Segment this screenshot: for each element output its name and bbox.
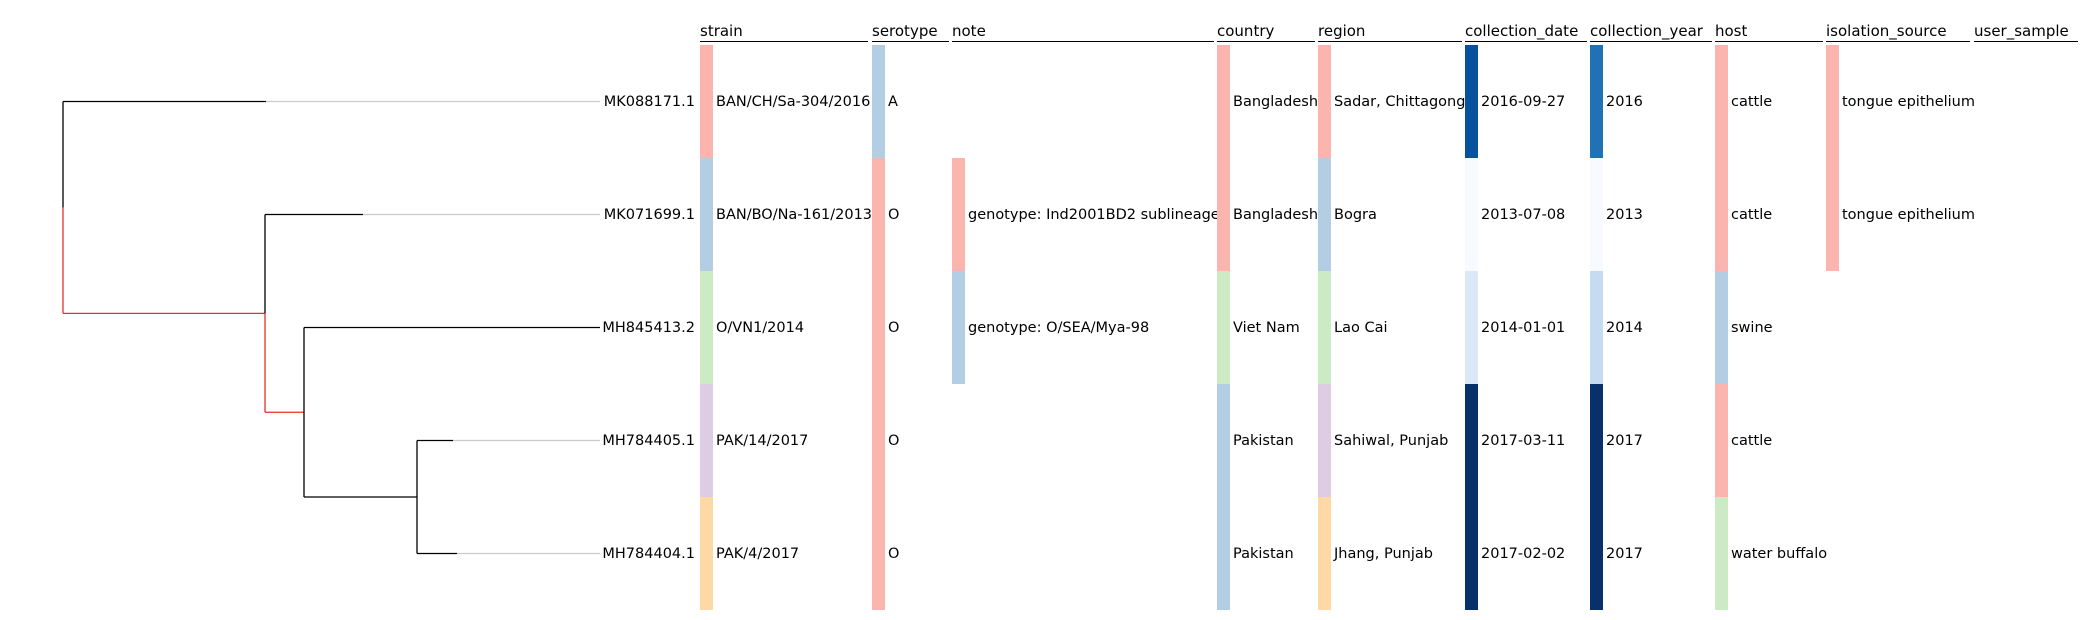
column-header-serotype[interactable]: serotype <box>872 23 949 42</box>
cell-serotype[interactable]: O <box>888 432 900 449</box>
cell-isolation-source[interactable]: tongue epithelium <box>1842 93 1975 110</box>
column-header-isolation-source[interactable]: isolation_source <box>1826 23 1970 42</box>
color-bar-serotype <box>872 158 885 271</box>
color-bar-host <box>1715 45 1728 158</box>
column-header-host[interactable]: host <box>1715 23 1823 42</box>
cell-country[interactable]: Viet Nam <box>1233 319 1300 336</box>
color-bar-host <box>1715 384 1728 497</box>
color-bar-collection-date <box>1465 497 1478 610</box>
color-bar-strain <box>700 384 713 497</box>
cell-strain[interactable]: O/VN1/2014 <box>716 319 805 336</box>
cell-serotype[interactable]: O <box>888 545 900 562</box>
color-bar-collection-date <box>1465 384 1478 497</box>
cell-region[interactable]: Bogra <box>1334 206 1377 223</box>
color-bar-country <box>1217 497 1230 610</box>
cell-strain[interactable]: PAK/4/2017 <box>716 545 800 562</box>
color-bar-serotype <box>872 271 885 384</box>
column-header-collection-year[interactable]: collection_year <box>1590 23 1712 42</box>
color-bar-strain <box>700 158 713 271</box>
color-bar-region <box>1318 384 1331 497</box>
cell-serotype[interactable]: O <box>888 319 900 336</box>
color-bar-note <box>952 158 965 271</box>
color-bar-collection-year <box>1590 497 1603 610</box>
cell-collection-year[interactable]: 2017 <box>1606 432 1643 449</box>
color-bar-country <box>1217 158 1230 271</box>
cell-region[interactable]: Sahiwal, Punjab <box>1334 432 1449 449</box>
cell-country[interactable]: Pakistan <box>1233 545 1294 562</box>
cell-collection-date[interactable]: 2017-02-02 <box>1481 545 1566 562</box>
color-bar-serotype <box>872 497 885 610</box>
leaf-label[interactable]: MK088171.1 <box>603 93 695 110</box>
cell-collection-date[interactable]: 2013-07-08 <box>1481 206 1566 223</box>
leaf-label[interactable]: MH784404.1 <box>602 545 695 562</box>
color-bar-collection-year <box>1590 384 1603 497</box>
leaf-label[interactable]: MK071699.1 <box>603 206 695 223</box>
cell-host[interactable]: swine <box>1731 319 1773 336</box>
cell-host[interactable]: cattle <box>1731 432 1773 449</box>
column-header-note[interactable]: note <box>952 23 1214 42</box>
cell-collection-date[interactable]: 2016-09-27 <box>1481 93 1566 110</box>
cell-collection-year[interactable]: 2014 <box>1606 319 1643 336</box>
column-header-country[interactable]: country <box>1217 23 1315 42</box>
cell-collection-date[interactable]: 2017-03-11 <box>1481 432 1566 449</box>
cell-note[interactable]: genotype: O/SEA/Mya-98 <box>968 319 1150 336</box>
color-bar-host <box>1715 497 1728 610</box>
column-header-collection-date[interactable]: collection_date <box>1465 23 1587 42</box>
cell-serotype[interactable]: O <box>888 206 900 223</box>
color-bar-collection-date <box>1465 158 1478 271</box>
color-bar-collection-date <box>1465 45 1478 158</box>
color-bar-collection-year <box>1590 45 1603 158</box>
cell-strain[interactable]: PAK/14/2017 <box>716 432 809 449</box>
color-bar-note <box>952 271 965 384</box>
cell-region[interactable]: Jhang, Punjab <box>1334 545 1433 562</box>
cell-collection-year[interactable]: 2013 <box>1606 206 1643 223</box>
cell-strain[interactable]: BAN/BO/Na-161/2013 <box>716 206 873 223</box>
cell-host[interactable]: water buffalo <box>1731 545 1828 562</box>
column-header-user-sample[interactable]: user_sample <box>1974 23 2078 42</box>
color-bar-country <box>1217 45 1230 158</box>
cell-serotype[interactable]: A <box>888 93 898 110</box>
cell-region[interactable]: Sadar, Chittagong <box>1334 93 1466 110</box>
column-header-strain[interactable]: strain <box>700 23 868 42</box>
color-bar-country <box>1217 271 1230 384</box>
column-header-region[interactable]: region <box>1318 23 1462 42</box>
cell-isolation-source[interactable]: tongue epithelium <box>1842 206 1975 223</box>
color-bar-region <box>1318 497 1331 610</box>
color-bar-collection-year <box>1590 158 1603 271</box>
color-bar-region <box>1318 45 1331 158</box>
color-bar-collection-date <box>1465 271 1478 384</box>
cell-collection-year[interactable]: 2017 <box>1606 545 1643 562</box>
color-bar-serotype <box>872 384 885 497</box>
color-bar-country <box>1217 384 1230 497</box>
cell-strain[interactable]: BAN/CH/Sa-304/2016 <box>716 93 871 110</box>
cell-country[interactable]: Bangladesh <box>1233 93 1319 110</box>
color-bar-strain <box>700 45 713 158</box>
color-bar-isolation-source <box>1826 45 1839 158</box>
cell-country[interactable]: Bangladesh <box>1233 206 1319 223</box>
cell-country[interactable]: Pakistan <box>1233 432 1294 449</box>
cell-region[interactable]: Lao Cai <box>1334 319 1388 336</box>
cell-note[interactable]: genotype: Ind2001BD2 sublineage <box>968 206 1220 223</box>
color-bar-strain <box>700 497 713 610</box>
cell-host[interactable]: cattle <box>1731 206 1773 223</box>
color-bar-host <box>1715 158 1728 271</box>
color-bar-serotype <box>872 45 885 158</box>
color-bar-collection-year <box>1590 271 1603 384</box>
color-bar-region <box>1318 158 1331 271</box>
cell-collection-year[interactable]: 2016 <box>1606 93 1643 110</box>
color-bar-region <box>1318 271 1331 384</box>
color-bar-isolation-source <box>1826 158 1839 271</box>
leaf-label[interactable]: MH784405.1 <box>602 432 695 449</box>
cell-collection-date[interactable]: 2014-01-01 <box>1481 319 1566 336</box>
cell-host[interactable]: cattle <box>1731 93 1773 110</box>
color-bar-strain <box>700 271 713 384</box>
leaf-label[interactable]: MH845413.2 <box>602 319 695 336</box>
color-bar-host <box>1715 271 1728 384</box>
